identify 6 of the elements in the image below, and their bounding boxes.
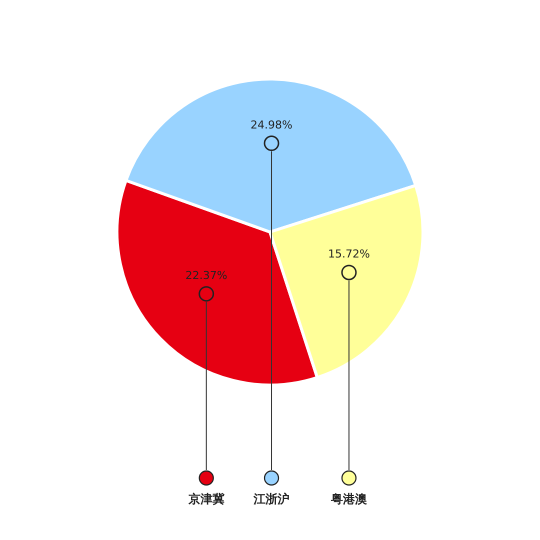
- legend-label: 粤港澳: [330, 492, 367, 506]
- legend-label: 江浙沪: [252, 492, 290, 506]
- data-label: 22.37%: [185, 268, 228, 282]
- data-label: 24.98%: [250, 118, 292, 132]
- legend-label: 京津冀: [187, 492, 224, 506]
- data-label: 15.72%: [328, 247, 370, 260]
